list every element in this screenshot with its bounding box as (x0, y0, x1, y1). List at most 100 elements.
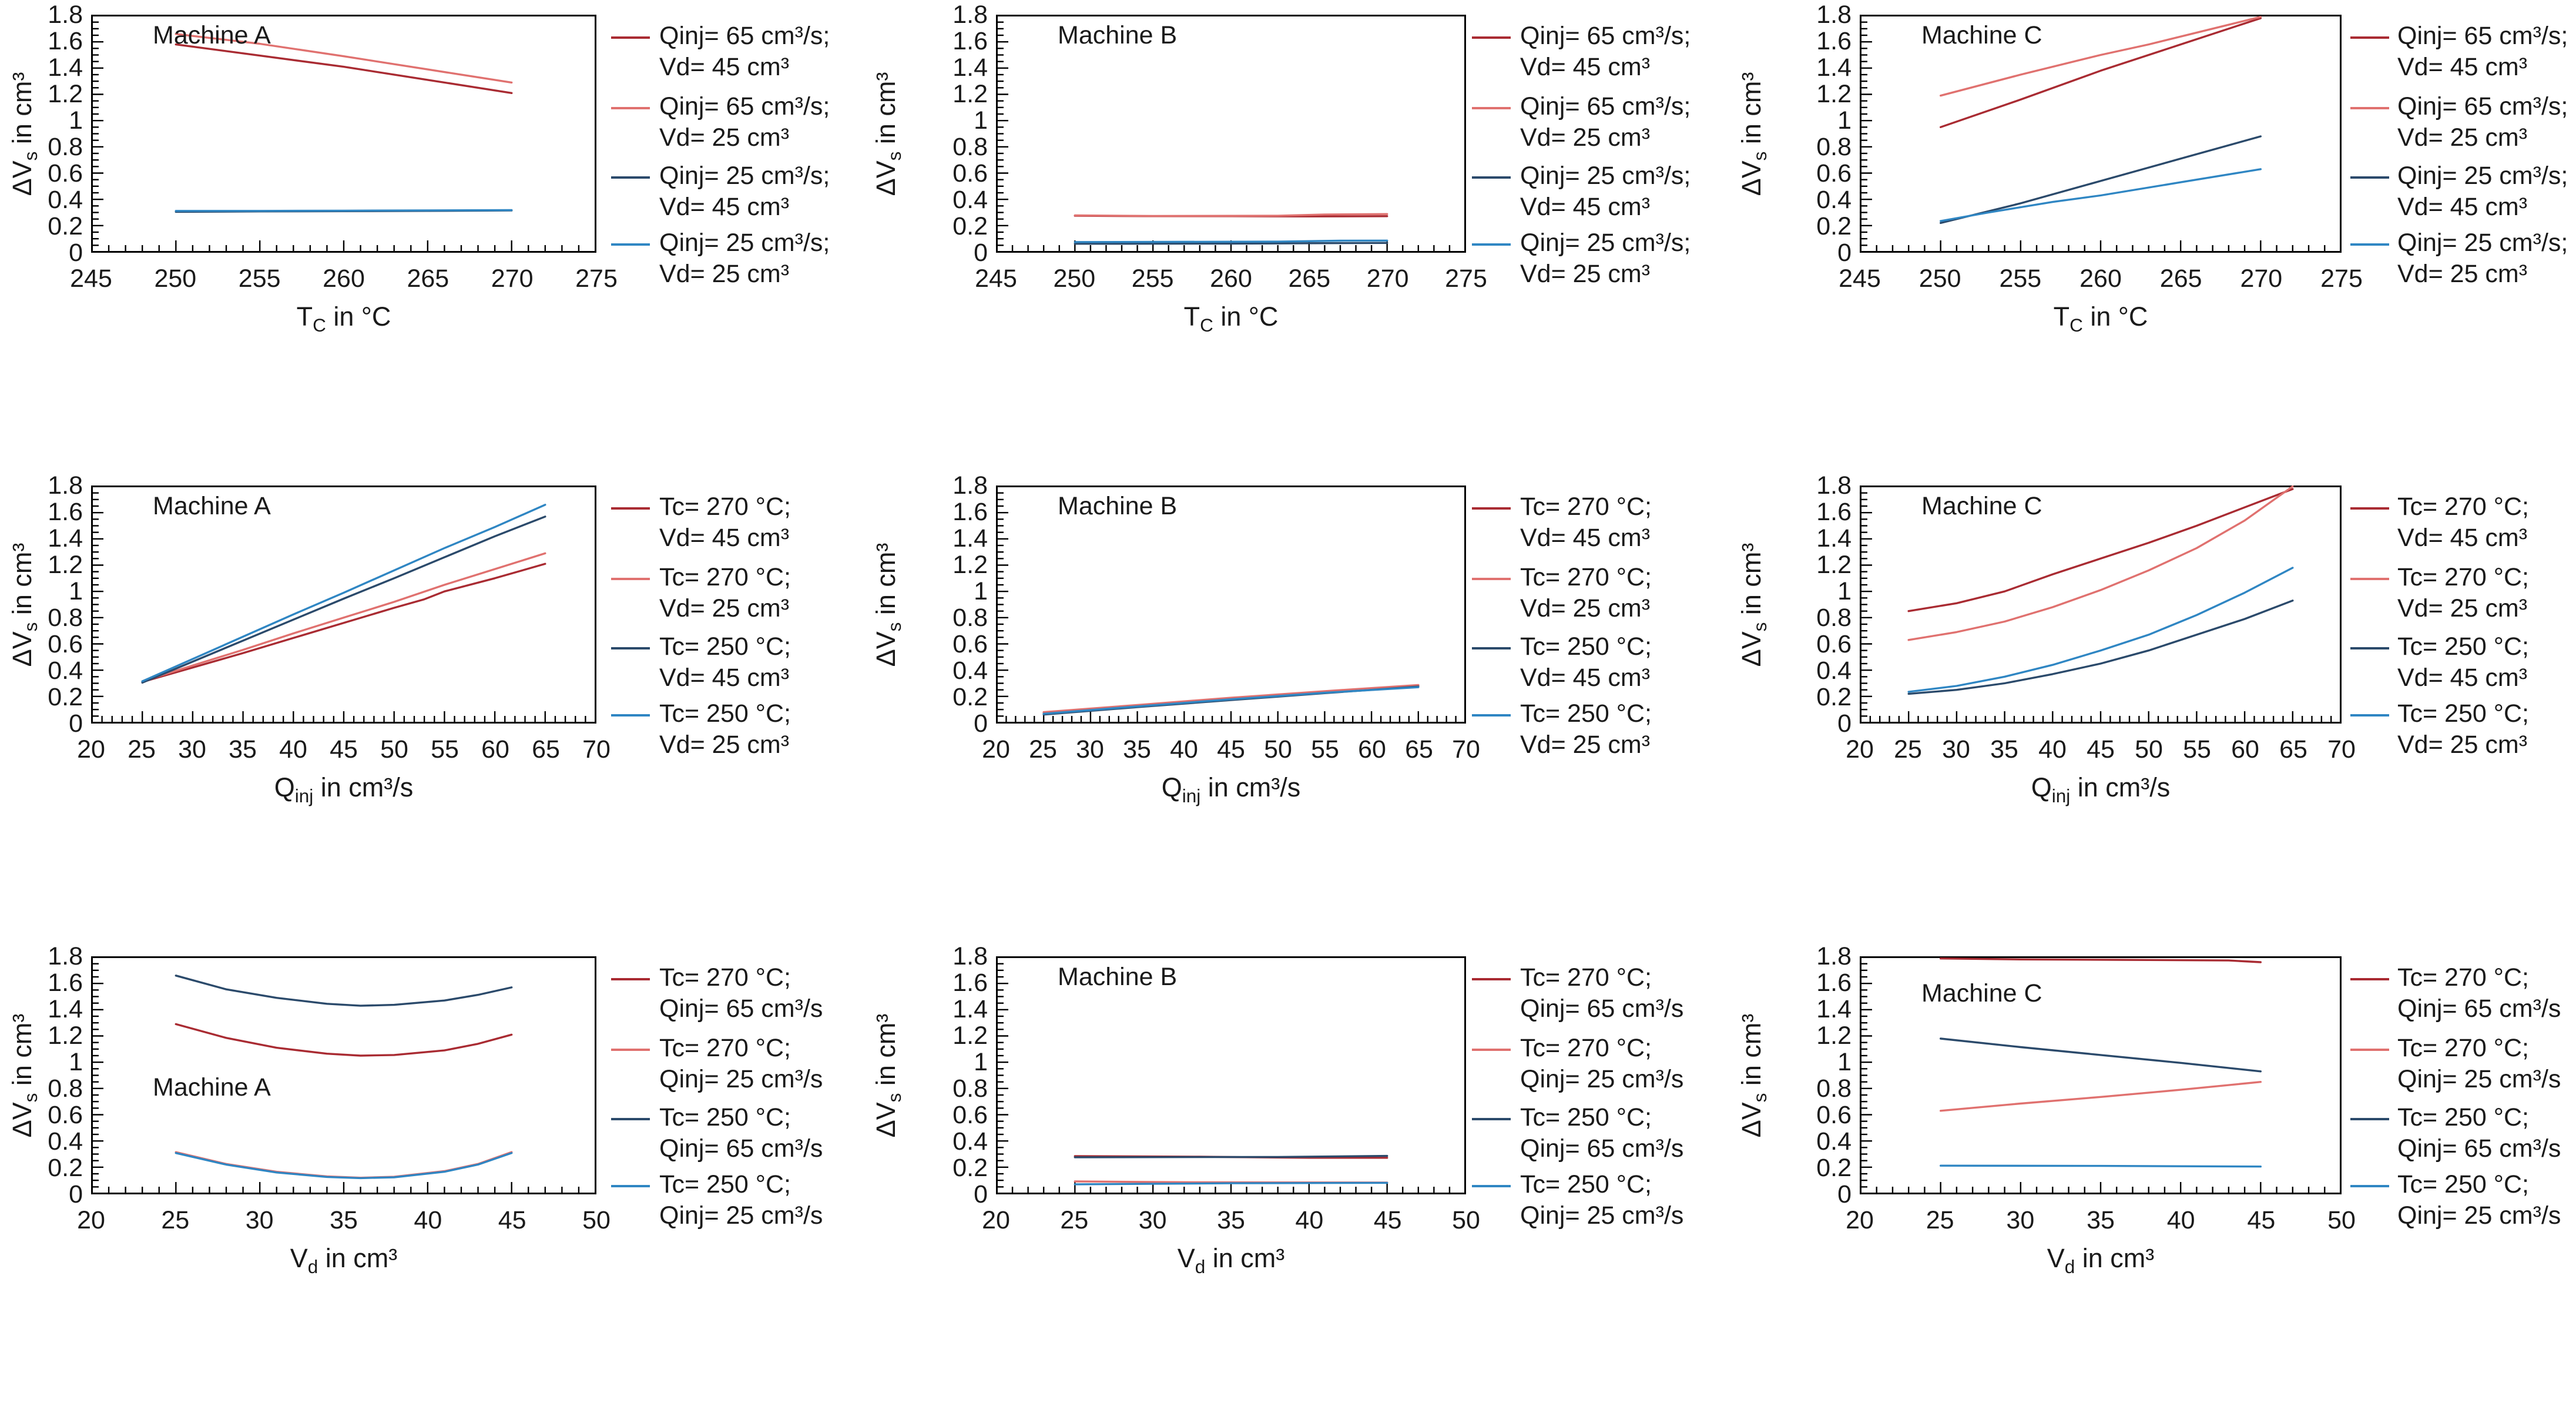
legend-line-swatch-dark_red (1472, 978, 1511, 980)
x-axis-title: Qinj in cm³/s (996, 772, 1466, 812)
legend-line-swatch-dark_red (611, 36, 650, 39)
y-tick-label: 1 (974, 1048, 988, 1076)
axis-title-text: T (296, 302, 313, 332)
x-tick-label: 40 (2166, 1206, 2195, 1234)
legend-line-swatch-dark_red (1472, 36, 1511, 39)
legend-label-line1: Tc= 270 °C; (1520, 493, 1652, 521)
y-tick-label: 1 (69, 1048, 83, 1076)
series-line-dark_blue (1940, 135, 2262, 225)
x-tick-label: 40 (1295, 1206, 1324, 1234)
x-tick-label: 255 (238, 264, 281, 293)
y-tick-label: 0.2 (48, 683, 83, 711)
y-tick-label: 0.4 (952, 1127, 988, 1156)
x-tick-label: 35 (1990, 735, 2018, 764)
y-tick-label: 0.4 (1816, 657, 1852, 685)
y-tick-label: 0.8 (952, 133, 988, 161)
y-tick-label: 1.8 (1816, 942, 1852, 970)
series-line-light_red (175, 33, 513, 84)
x-tick-label: 60 (1358, 735, 1386, 764)
y-tick-label: 1.6 (48, 27, 83, 55)
legend-entry-label: Qinj= 25 cm³/s; Vd= 45 cm³ (2397, 160, 2568, 223)
legend-label-line2: Qinj= 65 cm³/s (659, 1134, 823, 1163)
y-tick-label: 0.4 (1816, 186, 1852, 214)
legend-line-swatch-light_red (2350, 578, 2389, 580)
axis-title-text: in °C (2082, 302, 2148, 332)
y-tick-label: 1.4 (48, 524, 83, 553)
x-tick-label: 25 (128, 735, 156, 764)
legend-entry-label: Qinj= 65 cm³/s; Vd= 25 cm³ (2397, 91, 2568, 153)
legend-label-line2: Vd= 45 cm³ (1520, 524, 1651, 552)
legend-entry-label: Qinj= 65 cm³/s; Vd= 25 cm³ (659, 91, 830, 153)
plot-area (1860, 956, 2342, 1194)
x-tick-label: 250 (154, 264, 197, 293)
legend-entry-label: Tc= 270 °C; Qinj= 25 cm³/s (2397, 1033, 2561, 1095)
x-tick-label: 275 (2320, 264, 2363, 293)
legend-label-line1: Qinj= 65 cm³/s; (659, 92, 830, 120)
y-tick-label: 0 (69, 1180, 83, 1208)
legend-entry-label: Qinj= 25 cm³/s; Vd= 45 cm³ (1520, 160, 1690, 223)
plot-area (91, 485, 596, 724)
plot-border (996, 956, 1466, 1194)
x-tick-label: 40 (414, 1206, 442, 1234)
y-tick-label: 1.4 (1816, 995, 1852, 1023)
x-axis-title: Qinj in cm³/s (91, 772, 596, 812)
y-tick-label: 1 (1837, 106, 1852, 135)
x-tick-label: 35 (229, 735, 257, 764)
legend-entry-label: Tc= 250 °C; Vd= 45 cm³ (659, 631, 791, 694)
legend-line-swatch-light_red (611, 1049, 650, 1051)
legend-line-swatch-dark_red (2350, 36, 2389, 39)
x-tick-label: 65 (532, 735, 560, 764)
y-tick-label: 1 (1837, 1048, 1852, 1076)
legend-entry-label: Tc= 270 °C; Qinj= 25 cm³/s (659, 1033, 823, 1095)
y-tick-label: 0.2 (48, 1154, 83, 1182)
y-tick-label: 1 (69, 106, 83, 135)
legend-line-swatch-light_blue (2350, 243, 2389, 246)
chart-title: Machine A (153, 21, 271, 49)
y-tick-label: 0.4 (952, 657, 988, 685)
x-tick-label: 275 (1445, 264, 1487, 293)
y-tick-label: 1.2 (952, 551, 988, 579)
legend-label-line2: Vd= 25 cm³ (659, 731, 790, 759)
legend-label-line2: Vd= 25 cm³ (1520, 260, 1651, 288)
y-tick-label: 1 (69, 577, 83, 605)
legend-label-line2: Qinj= 25 cm³/s (2397, 1201, 2561, 1230)
x-tick-label: 270 (2240, 264, 2283, 293)
y-tick-label: 1.8 (48, 471, 83, 500)
x-tick-label: 20 (1846, 735, 1874, 764)
y-tick-label: 1.8 (1816, 471, 1852, 500)
y-tick-label: 1.8 (1816, 1, 1852, 29)
plot-area (996, 15, 1466, 253)
legend-label-line2: Vd= 45 cm³ (1520, 193, 1651, 221)
axis-title-subscript: C (2069, 314, 2083, 336)
x-tick-label: 40 (1170, 735, 1198, 764)
x-tick-label: 255 (1131, 264, 1174, 293)
x-tick-label: 55 (1311, 735, 1339, 764)
x-tick-label: 30 (1138, 1206, 1167, 1234)
x-tick-label: 50 (2327, 1206, 2356, 1234)
legend-label-line1: Qinj= 25 cm³/s; (1520, 162, 1691, 190)
legend-label-line1: Tc= 270 °C; (1520, 563, 1652, 591)
series-line-dark_red (175, 43, 513, 94)
chart-machine-b-qinj: ΔVs in cm³ 0 0.2 0.4 0.6 0.8 1 1.2 1.4 1.6 1.8 Mach… (858, 471, 1717, 942)
series-line-dark_red (1940, 17, 2262, 128)
plot-area (91, 15, 596, 253)
y-tick-label: 0.8 (48, 133, 83, 161)
legend-label-line2: Vd= 25 cm³ (1520, 594, 1651, 622)
legend-label-line1: Tc= 250 °C; (659, 1103, 791, 1131)
plot-area (1860, 485, 2342, 724)
y-tick-label: 1.2 (48, 80, 83, 108)
y-tick-label: 0.6 (48, 159, 83, 187)
legend-label-line2: Vd= 45 cm³ (1520, 53, 1651, 81)
axis-title-text: T (2053, 302, 2070, 332)
legend-label-line1: Tc= 250 °C; (1520, 632, 1652, 661)
plot-border (996, 485, 1466, 724)
legend-label-line1: Tc= 270 °C; (1520, 1034, 1652, 1062)
plot-area (91, 956, 596, 1194)
x-axis-title: TC in °C (996, 301, 1466, 341)
legend-label-line1: Tc= 250 °C; (1520, 1103, 1652, 1131)
legend-entry-label: Tc= 250 °C; Vd= 45 cm³ (2397, 631, 2529, 694)
series-line-dark_blue (1940, 1037, 2262, 1073)
y-tick-label: 1 (1837, 577, 1852, 605)
legend-line-swatch-dark_red (611, 978, 650, 980)
x-tick-label: 50 (1452, 1206, 1480, 1234)
